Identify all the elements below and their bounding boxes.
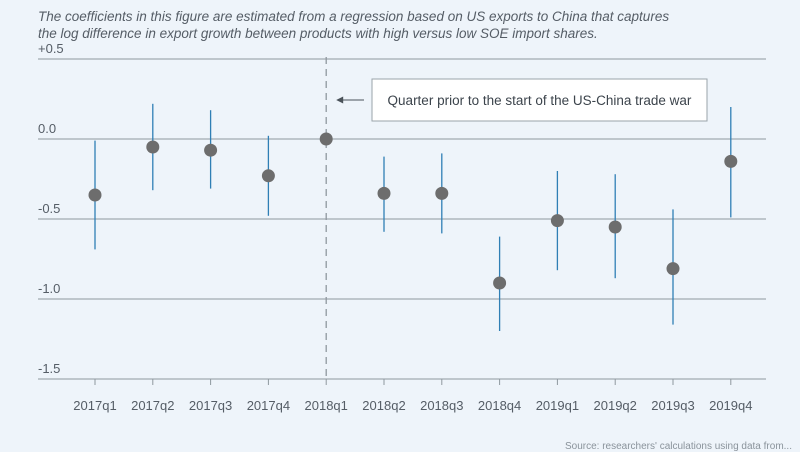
data-point [724,154,738,168]
x-tick-label: 2018q2 [362,398,405,413]
data-point [666,262,680,276]
x-tick-label: 2017q1 [73,398,116,413]
y-tick-label: -0.5 [38,201,60,216]
annotation-box [371,78,708,122]
data-point [493,276,507,290]
data-point [550,214,564,228]
data-point [204,143,218,157]
x-tick-label: 2017q4 [247,398,290,413]
x-tick-label: 2018q3 [420,398,463,413]
x-tick-label: 2019q1 [536,398,579,413]
annotation-arrow-head [336,96,344,104]
data-point [608,220,622,234]
x-tick-label: 2017q3 [189,398,232,413]
data-point [146,140,160,154]
y-tick-label: +0.5 [38,41,64,56]
y-tick-label: -1.0 [38,281,60,296]
data-point [377,186,391,200]
y-tick-label: -1.5 [38,361,60,376]
chart-subtitle: The coefficients in this figure are esti… [38,9,670,41]
data-point [319,132,333,146]
data-point [261,169,275,183]
x-tick-label: 2019q4 [709,398,752,413]
x-tick-label: 2019q3 [651,398,694,413]
source-footnote: Source: researchers' calculations using … [564,441,792,452]
x-tick-label: 2018q1 [305,398,348,413]
data-point [435,186,449,200]
x-tick-label: 2017q2 [131,398,174,413]
y-tick-label: 0.0 [38,121,56,136]
x-tick-label: 2018q4 [478,398,521,413]
annotation-text: Quarter prior to the start of the US-Chi… [388,93,692,108]
x-tick-label: 2019q2 [594,398,637,413]
data-point [88,188,102,202]
